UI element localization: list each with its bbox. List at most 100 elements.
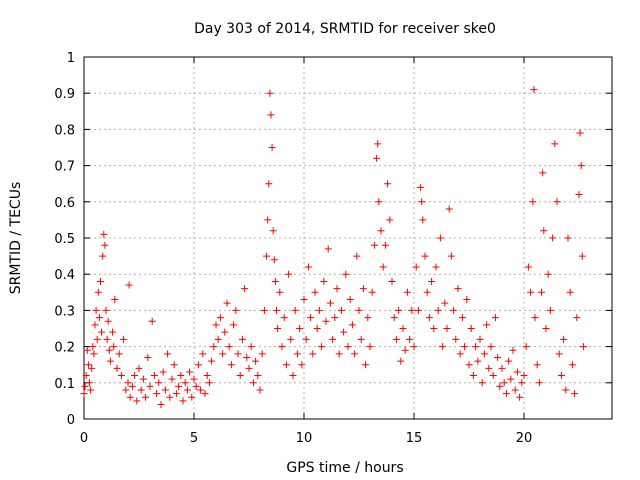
data-point — [436, 234, 444, 242]
data-point — [150, 372, 158, 380]
data-point — [579, 343, 587, 351]
data-point — [342, 270, 350, 278]
data-point — [379, 263, 387, 271]
data-point — [124, 379, 132, 387]
data-point — [555, 350, 563, 358]
data-point — [320, 277, 328, 285]
data-point — [401, 346, 409, 354]
data-point — [311, 288, 319, 296]
data-point — [340, 328, 348, 336]
data-point — [192, 382, 200, 390]
data-point — [101, 241, 109, 249]
data-point — [144, 353, 152, 361]
data-point — [238, 335, 246, 343]
data-point — [384, 180, 392, 188]
data-point — [210, 343, 218, 351]
data-point — [170, 361, 178, 369]
data-point — [122, 386, 130, 394]
data-point — [562, 386, 570, 394]
data-point — [271, 277, 279, 285]
data-point — [102, 306, 110, 314]
data-point — [270, 256, 278, 264]
data-point — [194, 361, 202, 369]
data-point — [223, 299, 231, 307]
data-point — [232, 306, 240, 314]
data-point — [546, 306, 554, 314]
data-point — [533, 361, 541, 369]
data-point — [148, 317, 156, 325]
data-point — [199, 350, 207, 358]
data-point — [530, 86, 538, 94]
data-point — [298, 361, 306, 369]
y-tick-label: 0.2 — [54, 341, 75, 356]
data-point — [357, 335, 365, 343]
data-point — [126, 393, 134, 401]
data-point — [469, 372, 477, 380]
y-tick-label: 0.8 — [54, 123, 75, 138]
data-point — [500, 379, 508, 387]
data-point — [535, 379, 543, 387]
data-point — [94, 288, 102, 296]
data-point — [318, 343, 326, 351]
chart-title: Day 303 of 2014, SRMTID for receiver ske… — [194, 21, 496, 37]
data-point — [337, 306, 345, 314]
data-point — [399, 325, 407, 332]
data-point — [234, 350, 242, 358]
y-tick-label: 0 — [67, 413, 75, 428]
data-point — [300, 296, 308, 304]
data-point — [274, 325, 282, 332]
x-tick-label: 20 — [516, 431, 533, 446]
data-point — [84, 361, 92, 369]
data-point — [88, 364, 96, 372]
x-axis-label: GPS time / hours — [286, 460, 403, 476]
data-point — [181, 379, 189, 387]
data-point — [205, 379, 213, 387]
data-point — [573, 314, 581, 322]
data-point — [285, 270, 293, 278]
data-point — [131, 372, 139, 380]
data-point — [97, 277, 104, 285]
data-point — [188, 393, 196, 401]
data-point — [269, 227, 277, 235]
data-point — [309, 350, 317, 358]
data-point — [513, 368, 521, 376]
data-point — [278, 343, 286, 351]
data-point — [410, 343, 418, 351]
data-point — [256, 386, 264, 394]
data-point — [370, 241, 378, 249]
data-point — [496, 382, 504, 390]
data-point — [172, 390, 180, 398]
data-point — [430, 325, 438, 332]
data-point — [201, 390, 209, 398]
data-point — [91, 321, 99, 329]
data-point — [465, 361, 473, 369]
data-point — [576, 129, 584, 137]
data-point — [105, 346, 113, 354]
data-point — [266, 89, 274, 97]
data-point — [516, 393, 524, 401]
data-point — [577, 162, 585, 170]
data-point — [421, 252, 429, 260]
data-point — [344, 343, 352, 351]
data-point — [109, 328, 117, 336]
x-tick-label: 10 — [296, 431, 313, 446]
data-point — [265, 180, 273, 188]
data-point — [81, 382, 89, 390]
data-point — [82, 372, 90, 380]
y-tick-label: 0.6 — [54, 196, 75, 211]
data-point — [264, 216, 272, 224]
data-point — [373, 154, 381, 162]
data-point — [245, 364, 253, 372]
data-point — [289, 372, 297, 380]
y-tick-label: 0.5 — [54, 232, 75, 247]
data-point — [329, 335, 337, 343]
data-point — [447, 252, 455, 260]
data-point — [419, 216, 427, 224]
data-point — [268, 144, 276, 151]
data-point — [139, 375, 147, 383]
x-tick-label: 5 — [190, 431, 198, 446]
data-point — [364, 314, 372, 322]
data-point — [575, 191, 583, 199]
data-point — [307, 314, 315, 322]
